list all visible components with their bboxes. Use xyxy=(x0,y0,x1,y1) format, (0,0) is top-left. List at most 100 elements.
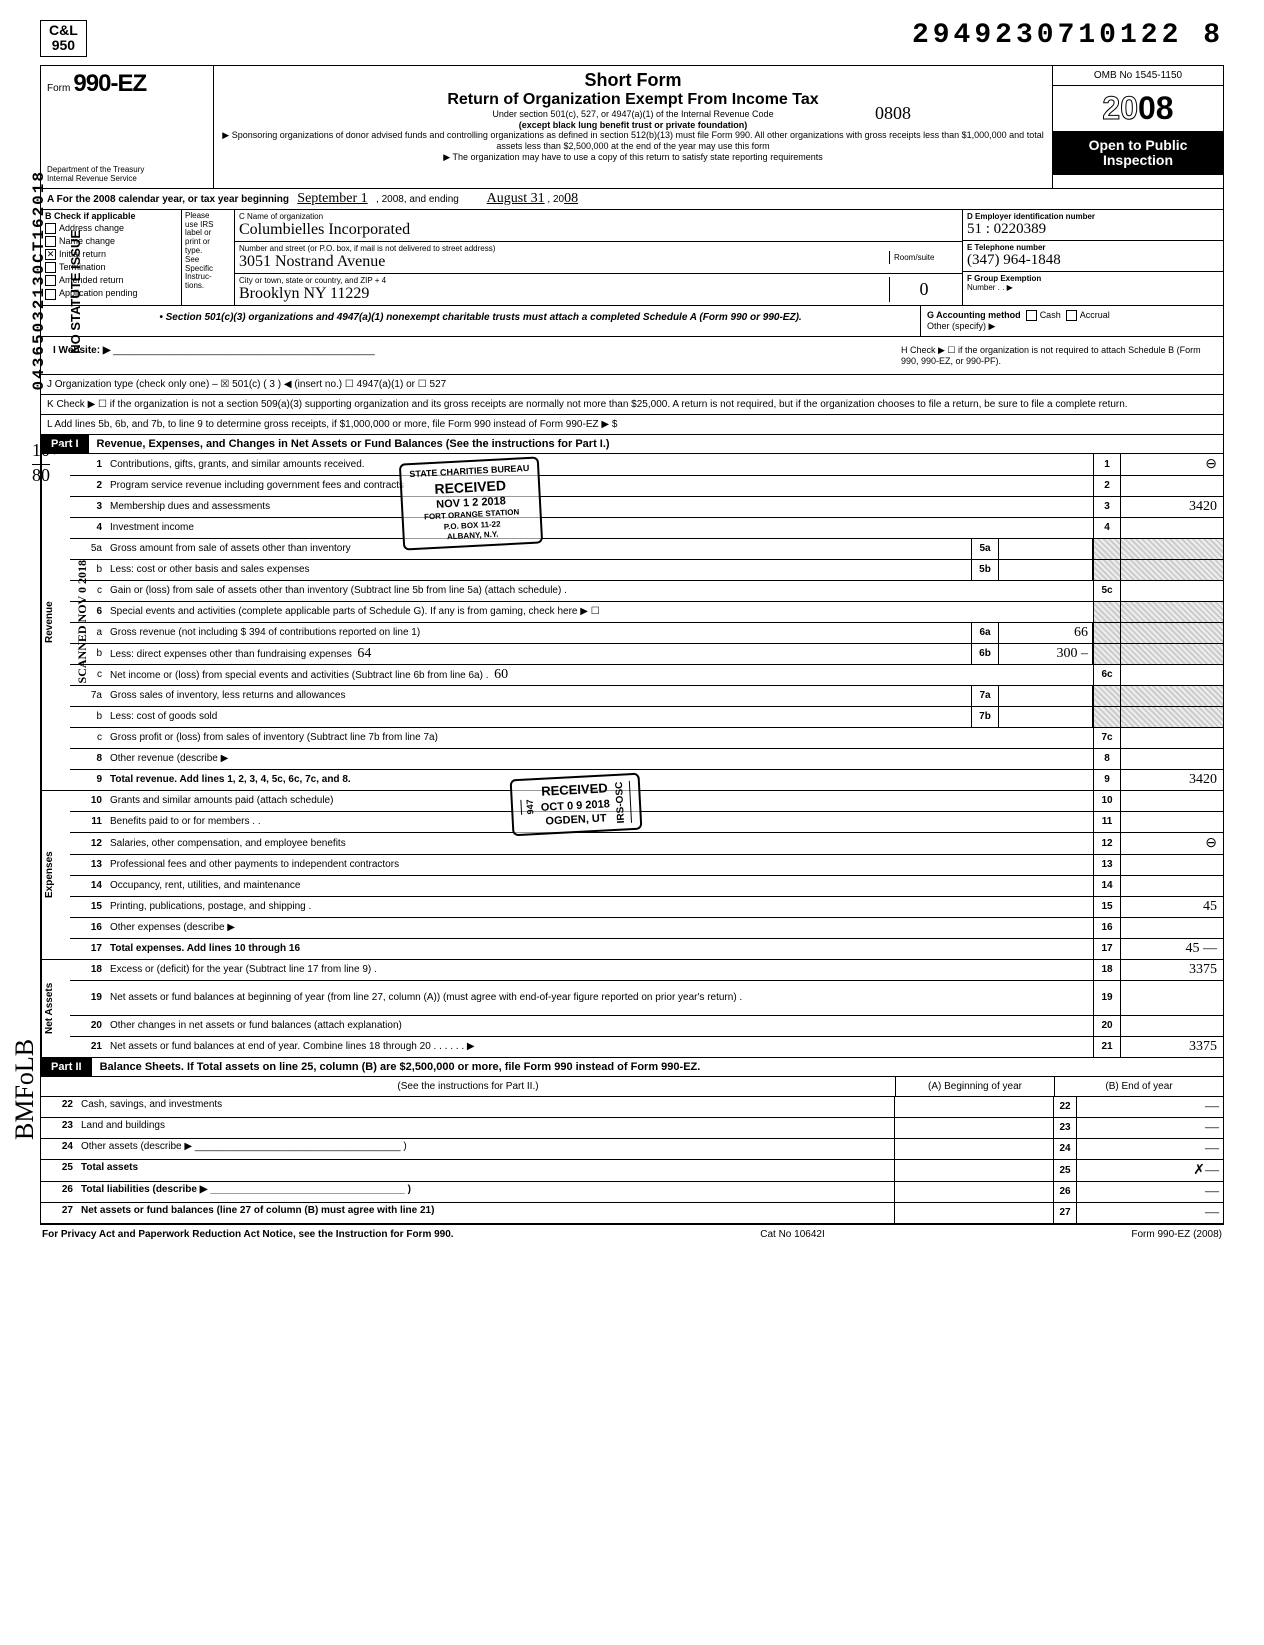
line-13-val xyxy=(1121,855,1223,875)
line-14-val xyxy=(1121,876,1223,896)
bs-23-a xyxy=(894,1118,1053,1138)
net-assets-side-label: Net Assets xyxy=(41,960,70,1057)
col-b-header: B Check if applicable xyxy=(41,210,181,222)
line-16-rnum: 16 xyxy=(1093,918,1121,938)
footer-cat-no: Cat No 10642I xyxy=(760,1229,825,1240)
line-6c-val xyxy=(1121,665,1223,685)
line-6-val xyxy=(1121,602,1223,622)
section-501c3-note-row: • Section 501(c)(3) organizations and 49… xyxy=(40,305,1224,336)
tax-year-end-yr: 08 xyxy=(564,191,578,206)
balance-sheets: (See the instructions for Part II.) (A) … xyxy=(40,1076,1224,1224)
line-20-desc: Other changes in net assets or fund bala… xyxy=(106,1018,1093,1033)
line-10-val xyxy=(1121,791,1223,811)
line-6a-num: a xyxy=(70,625,106,640)
line-6c-hand: 60 xyxy=(494,667,508,682)
line-10-rnum: 10 xyxy=(1093,791,1121,811)
line-12-num: 12 xyxy=(70,836,106,851)
line-14-desc: Occupancy, rent, utilities, and maintena… xyxy=(106,878,1093,893)
line-5a-sv xyxy=(999,539,1092,559)
part-1-title: Revenue, Expenses, and Changes in Net As… xyxy=(97,438,610,450)
group-exemption-number: Number . . ▶ xyxy=(967,283,1219,292)
line-7b-sv xyxy=(999,707,1092,727)
part-2-label: Part II xyxy=(41,1058,92,1076)
bs-22-num: 22 xyxy=(41,1097,77,1117)
expenses-side-label: Expenses xyxy=(41,791,70,959)
bs-25-a xyxy=(894,1160,1053,1181)
chk-accrual[interactable] xyxy=(1066,310,1077,321)
line-17-val: 45 — xyxy=(1121,939,1223,959)
line-19-num: 19 xyxy=(70,990,106,1005)
line-7a-sv xyxy=(999,686,1092,706)
bs-26-b: — xyxy=(1076,1182,1223,1202)
line-12-desc: Salaries, other compensation, and employ… xyxy=(106,836,1093,851)
bs-27-rn: 27 xyxy=(1053,1203,1076,1223)
cel-950-box: C&L 950 xyxy=(40,20,87,57)
bs-24-num: 24 xyxy=(41,1139,77,1159)
header-center: Short Form Return of Organization Exempt… xyxy=(214,66,1053,188)
line-6c-desc: Net income or (loss) from special events… xyxy=(110,670,489,681)
row-a-mid: , 2008, and ending xyxy=(376,194,459,205)
line-18-val: 3375 xyxy=(1121,960,1223,980)
line-1-desc: Contributions, gifts, grants, and simila… xyxy=(106,457,1093,472)
line-9-rnum: 9 xyxy=(1093,770,1121,790)
row-k-25000: K Check ▶ ☐ if the organization is not a… xyxy=(40,394,1224,414)
org-address: 3051 Nostrand Avenue xyxy=(239,253,889,271)
footer-form-ref: Form 990-EZ (2008) xyxy=(1131,1229,1222,1240)
line-6b-sn: 6b xyxy=(972,644,999,664)
short-form-label: Short Form xyxy=(222,70,1044,91)
line-2-desc: Program service revenue including govern… xyxy=(106,478,1093,493)
line-13-rnum: 13 xyxy=(1093,855,1121,875)
line-13-num: 13 xyxy=(70,857,106,872)
room-value: 0 xyxy=(894,279,954,300)
line-15-val: 45 xyxy=(1121,897,1223,917)
hand-0808-text: 0808 xyxy=(875,103,911,123)
chk-cash[interactable] xyxy=(1026,310,1037,321)
line-20-val xyxy=(1121,1016,1223,1036)
line-6b-desc: Less: direct expenses other than fundrai… xyxy=(110,649,352,660)
section-501c3-note: • Section 501(c)(3) organizations and 49… xyxy=(41,306,921,336)
tax-year-end: August 31 xyxy=(487,191,545,206)
line-16-num: 16 xyxy=(70,920,106,935)
line-9-desc: Total revenue. Add lines 1, 2, 3, 4, 5c,… xyxy=(110,774,351,785)
page-footer: For Privacy Act and Paperwork Reduction … xyxy=(40,1224,1224,1244)
line-5b-val xyxy=(1121,560,1223,580)
line-6a-sv: 66 xyxy=(999,623,1092,643)
bs-24-a xyxy=(894,1139,1053,1159)
line-5c-rnum: 5c xyxy=(1093,581,1121,601)
stamp2-947: 947 xyxy=(525,799,536,815)
line-7a-desc: Gross sales of inventory, less returns a… xyxy=(106,688,971,703)
city-label: City or town, state or country, and ZIP … xyxy=(239,276,889,285)
bs-22-b: — xyxy=(1076,1097,1223,1117)
line-12-val: ⊖ xyxy=(1121,833,1223,854)
col-c-side-instructions: Please use IRS label or print or type. S… xyxy=(182,210,235,305)
part-2-header: Part II Balance Sheets. If Total assets … xyxy=(40,1057,1224,1076)
line-4-rnum: 4 xyxy=(1093,518,1121,538)
line-16-desc: Other expenses (describe ▶ xyxy=(106,920,1093,935)
col-c-org-info: C Name of organization Columbielles Inco… xyxy=(235,210,963,305)
footer-privacy: For Privacy Act and Paperwork Reduction … xyxy=(42,1229,454,1240)
line-6b-num: b xyxy=(70,646,106,661)
line-15-desc: Printing, publications, postage, and shi… xyxy=(106,899,1093,914)
org-name: Columbielles Incorporated xyxy=(239,221,958,239)
line-3-rnum: 3 xyxy=(1093,497,1121,517)
bs-25-b: ✗— xyxy=(1076,1160,1223,1181)
line-7c-num: c xyxy=(70,730,106,745)
line-13-desc: Professional fees and other payments to … xyxy=(106,857,1093,872)
line-7b-desc: Less: cost of goods sold xyxy=(106,709,971,724)
bs-24-rn: 24 xyxy=(1053,1139,1076,1159)
bs-27-desc: Net assets or fund balances (line 27 of … xyxy=(81,1205,434,1216)
open-to-public: Open to Public Inspection xyxy=(1053,132,1223,175)
line-8-rnum: 8 xyxy=(1093,749,1121,769)
line-6a-val xyxy=(1121,623,1223,643)
line-4-val xyxy=(1121,518,1223,538)
bs-27-a xyxy=(894,1203,1053,1223)
line-7a-val xyxy=(1121,686,1223,706)
line-14-rnum: 14 xyxy=(1093,876,1121,896)
bs-25-desc: Total assets xyxy=(81,1162,138,1173)
line-6c-rnum: 6c xyxy=(1093,665,1121,685)
line-7b-num: b xyxy=(70,709,106,724)
bs-24-b: — xyxy=(1076,1139,1223,1159)
line-7c-val xyxy=(1121,728,1223,748)
line-7a-rnum xyxy=(1093,686,1121,706)
form-header: Form 990-EZ Department of the Treasury I… xyxy=(40,65,1224,188)
